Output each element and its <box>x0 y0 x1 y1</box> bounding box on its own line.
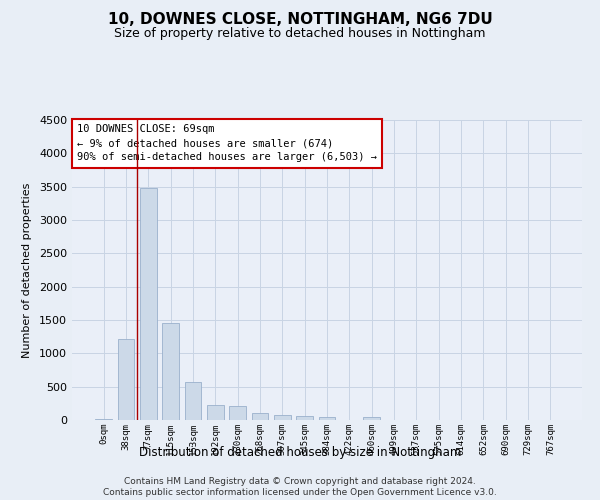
Bar <box>296 416 313 420</box>
Bar <box>229 406 246 420</box>
Text: Distribution of detached houses by size in Nottingham: Distribution of detached houses by size … <box>139 446 461 459</box>
Bar <box>319 417 335 420</box>
Text: 10, DOWNES CLOSE, NOTTINGHAM, NG6 7DU: 10, DOWNES CLOSE, NOTTINGHAM, NG6 7DU <box>107 12 493 28</box>
Bar <box>364 416 380 420</box>
Text: Contains public sector information licensed under the Open Government Licence v3: Contains public sector information licen… <box>103 488 497 497</box>
Bar <box>118 338 134 420</box>
Bar <box>95 418 112 420</box>
Bar <box>162 322 179 420</box>
Text: 10 DOWNES CLOSE: 69sqm
← 9% of detached houses are smaller (674)
90% of semi-det: 10 DOWNES CLOSE: 69sqm ← 9% of detached … <box>77 124 377 162</box>
Text: Size of property relative to detached houses in Nottingham: Size of property relative to detached ho… <box>114 28 486 40</box>
Y-axis label: Number of detached properties: Number of detached properties <box>22 182 32 358</box>
Text: Contains HM Land Registry data © Crown copyright and database right 2024.: Contains HM Land Registry data © Crown c… <box>124 476 476 486</box>
Bar <box>274 415 290 420</box>
Bar <box>251 414 268 420</box>
Bar <box>207 406 224 420</box>
Bar <box>185 382 202 420</box>
Bar <box>140 188 157 420</box>
